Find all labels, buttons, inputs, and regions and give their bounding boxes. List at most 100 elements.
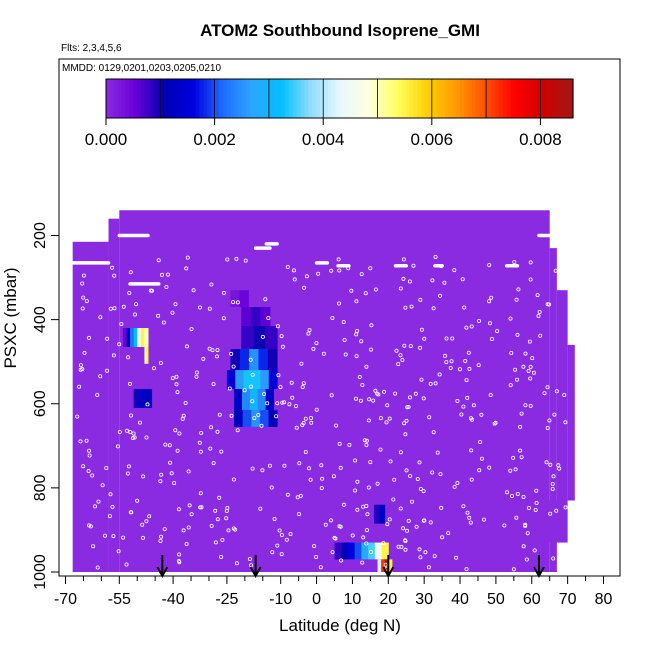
sample-marker xyxy=(262,391,267,396)
sample-marker xyxy=(306,466,311,471)
colorbar-tick-label: 0.000 xyxy=(85,130,128,149)
colorbar-swatch xyxy=(335,79,341,118)
sample-marker xyxy=(418,297,423,302)
sample-marker xyxy=(366,418,371,423)
sample-marker xyxy=(465,510,470,515)
x-tick-label: 70 xyxy=(559,591,577,608)
colorbar-swatch xyxy=(541,79,547,118)
sample-marker xyxy=(338,465,343,470)
sample-marker xyxy=(88,524,93,529)
heatmap-domain-column xyxy=(119,210,550,572)
sample-marker xyxy=(90,473,95,478)
sample-marker xyxy=(365,512,370,517)
colorbar-swatch xyxy=(172,79,177,118)
heatmap-cell xyxy=(268,410,278,427)
sample-marker xyxy=(442,353,447,358)
sample-marker xyxy=(554,508,559,513)
sample-marker xyxy=(378,447,383,452)
sample-marker xyxy=(368,347,373,352)
sample-marker xyxy=(242,388,247,393)
colorbar-swatch xyxy=(218,79,224,118)
y-tick-label: 400 xyxy=(32,306,49,333)
sample-marker xyxy=(553,268,558,273)
sample-marker xyxy=(131,431,136,436)
heatmap-cell xyxy=(381,559,386,572)
sample-marker xyxy=(309,420,314,425)
sample-marker xyxy=(521,364,526,369)
sample-marker xyxy=(467,366,472,371)
sample-marker xyxy=(95,565,100,570)
sample-marker xyxy=(248,384,253,389)
x-tick-label: -55 xyxy=(108,591,131,608)
sample-marker xyxy=(469,477,474,482)
colorbar-swatch xyxy=(121,79,127,118)
sample-marker xyxy=(260,334,265,339)
heatmap-cell xyxy=(347,542,356,560)
y-tick-label: 800 xyxy=(32,474,49,501)
sample-marker xyxy=(391,497,396,502)
colorbar-swatch xyxy=(401,79,407,118)
sample-marker xyxy=(421,396,426,401)
sample-marker xyxy=(174,382,179,387)
colorbar-swatch xyxy=(331,79,337,118)
sample-marker xyxy=(440,535,445,540)
sample-marker xyxy=(306,331,311,336)
sample-marker xyxy=(314,407,319,412)
sample-marker xyxy=(208,425,213,430)
sample-marker xyxy=(514,515,519,520)
sample-marker xyxy=(526,368,531,373)
sample-marker xyxy=(349,288,354,293)
sample-marker xyxy=(533,507,538,512)
heatmap-cell xyxy=(234,389,243,411)
sample-marker xyxy=(134,302,139,307)
sample-marker xyxy=(515,332,520,337)
sample-marker xyxy=(556,463,561,468)
sample-marker xyxy=(413,391,418,396)
sample-marker xyxy=(364,503,369,508)
sample-marker xyxy=(213,540,218,545)
colorbar-swatch xyxy=(308,79,313,118)
sample-marker xyxy=(469,324,474,329)
sample-marker xyxy=(531,370,536,375)
sample-marker xyxy=(164,284,169,289)
sample-marker xyxy=(110,265,115,270)
sample-marker xyxy=(248,357,253,362)
sample-marker xyxy=(341,319,346,324)
sample-marker xyxy=(194,374,199,379)
sample-marker xyxy=(128,413,133,418)
sample-marker xyxy=(419,377,424,382)
sample-marker xyxy=(488,392,493,397)
sample-marker xyxy=(417,547,422,552)
sample-marker xyxy=(452,484,457,489)
sample-marker xyxy=(528,376,533,381)
sample-marker xyxy=(406,518,411,523)
sample-marker xyxy=(461,504,466,509)
sample-marker xyxy=(186,525,191,530)
sample-marker xyxy=(96,499,101,504)
sample-marker xyxy=(302,285,307,290)
heatmap-cell xyxy=(379,504,386,524)
x-tick-label: -40 xyxy=(162,591,185,608)
sample-marker xyxy=(100,483,105,488)
sample-marker xyxy=(364,442,369,447)
sample-marker xyxy=(128,270,133,275)
sample-marker xyxy=(278,385,283,390)
sample-marker xyxy=(103,533,108,538)
colorbar-swatch xyxy=(323,79,329,118)
sample-marker xyxy=(185,255,190,260)
sample-marker xyxy=(408,344,413,349)
sample-marker xyxy=(462,305,467,310)
sample-marker xyxy=(234,256,239,261)
sample-marker xyxy=(296,512,301,517)
heatmap-domain-column xyxy=(531,500,568,543)
sample-marker xyxy=(347,442,352,447)
colorbar-swatch xyxy=(109,79,115,118)
sample-marker xyxy=(177,431,182,436)
sample-marker xyxy=(352,488,357,493)
sample-marker xyxy=(418,486,423,491)
sample-marker xyxy=(396,362,401,367)
sample-marker xyxy=(328,518,333,523)
colorbar-swatch xyxy=(207,79,212,118)
sample-marker xyxy=(407,279,412,284)
heatmap-cell xyxy=(144,328,149,347)
